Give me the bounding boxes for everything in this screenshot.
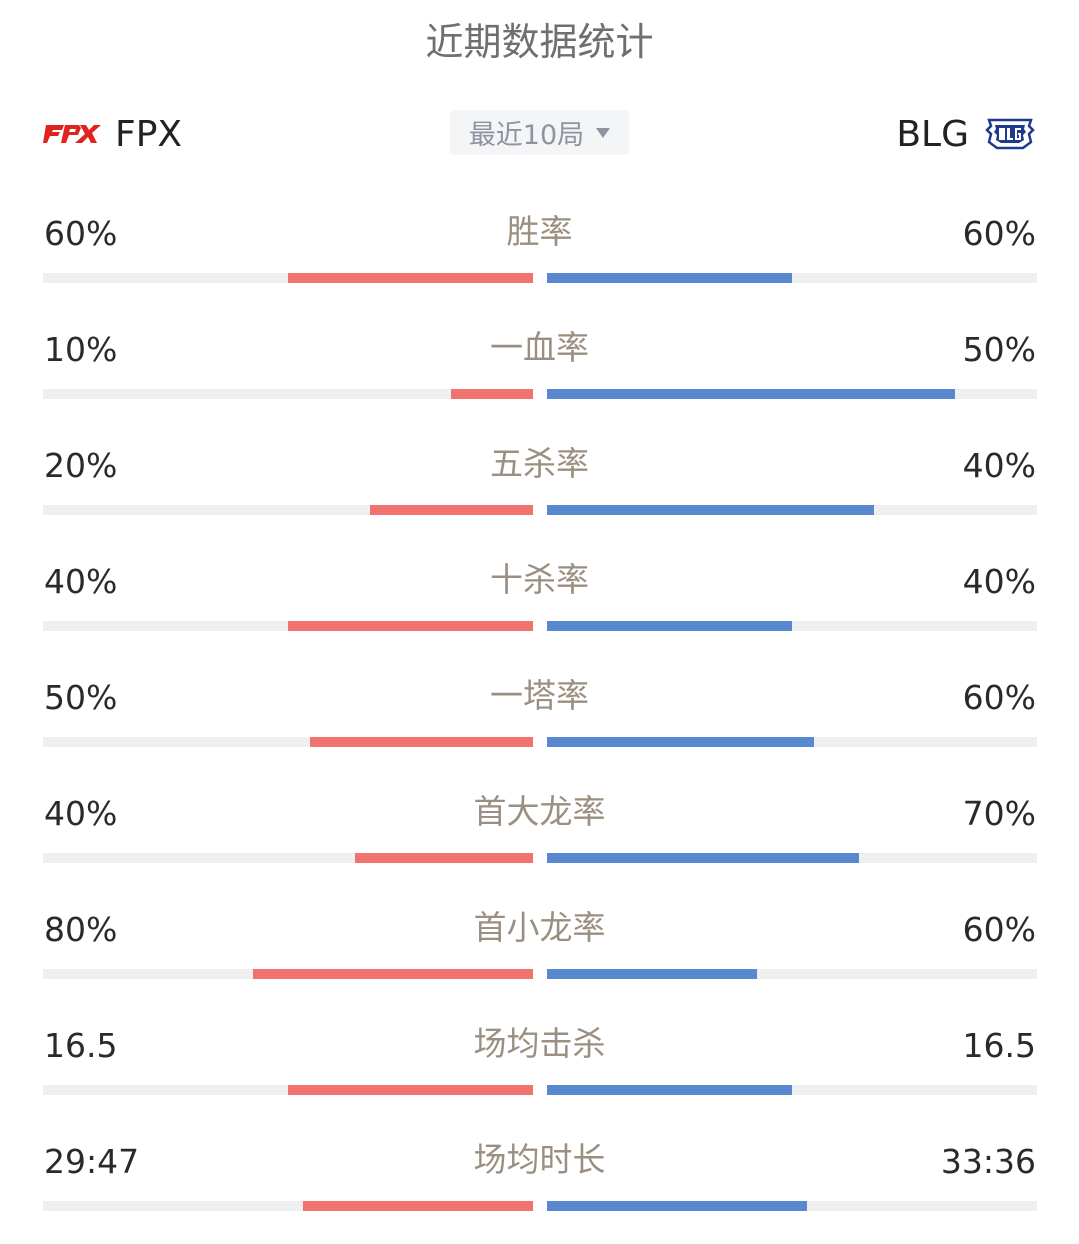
stat-label: 一塔率	[490, 676, 589, 715]
stat-label: 首小龙率	[473, 908, 606, 947]
stat-row: 16.5 场均击杀 16.5	[0, 1012, 1079, 1128]
stat-left-value: 16.5	[44, 1026, 118, 1065]
stat-row: 40% 首大龙率 70%	[0, 780, 1079, 896]
stat-left-value: 40%	[44, 794, 118, 833]
stat-label: 首大龙率	[473, 792, 606, 831]
stat-left-bar	[288, 621, 533, 631]
stat-label: 场均击杀	[473, 1024, 606, 1063]
stat-right-value: 33:36	[940, 1142, 1036, 1181]
team-left: FPX	[43, 108, 182, 160]
stat-right-value: 16.5	[962, 1026, 1036, 1065]
stat-right-value: 70%	[962, 794, 1036, 833]
blg-logo-icon	[985, 116, 1035, 152]
stat-label: 五杀率	[490, 444, 589, 483]
stat-label: 一血率	[490, 328, 589, 367]
stat-right-value: 60%	[962, 910, 1036, 949]
stat-right-track	[547, 1201, 1037, 1211]
caret-down-icon	[596, 127, 611, 138]
stat-left-track	[43, 737, 533, 747]
stat-right-track	[547, 853, 1037, 863]
stat-left-bar	[451, 389, 533, 399]
stat-row: 60% 胜率 60%	[0, 200, 1079, 316]
team-left-name: FPX	[115, 113, 183, 155]
stat-left-value: 40%	[44, 562, 118, 601]
stat-left-track	[43, 969, 533, 979]
stat-left-track	[43, 853, 533, 863]
stat-right-track	[547, 389, 1037, 399]
stat-label: 场均时长	[473, 1140, 606, 1179]
stat-right-value: 60%	[962, 678, 1036, 717]
stat-right-track	[547, 273, 1037, 283]
stat-right-value: 40%	[962, 446, 1036, 485]
stat-row: 50% 一塔率 60%	[0, 664, 1079, 780]
stat-left-value: 60%	[44, 214, 118, 253]
stat-right-bar	[547, 969, 757, 979]
stat-left-track	[43, 1085, 533, 1095]
stat-left-bar	[288, 273, 533, 283]
stat-right-track	[547, 969, 1037, 979]
stat-right-bar	[547, 389, 955, 399]
stat-right-track	[547, 1085, 1037, 1095]
range-dropdown-label: 最近10局	[468, 120, 585, 151]
stat-right-bar	[547, 853, 859, 863]
stat-left-value: 29:47	[44, 1142, 140, 1181]
page-title: 近期数据统计	[425, 20, 654, 64]
stat-row: 20% 五杀率 40%	[0, 432, 1079, 548]
stat-right-bar	[547, 273, 792, 283]
stat-row: 80% 首小龙率 60%	[0, 896, 1079, 1012]
stat-right-track	[547, 505, 1037, 515]
stat-left-track	[43, 505, 533, 515]
team-right: BLG	[896, 108, 1035, 160]
stat-left-value: 50%	[44, 678, 118, 717]
stat-right-track	[547, 621, 1037, 631]
stat-right-bar	[547, 621, 792, 631]
stat-left-track	[43, 389, 533, 399]
stat-right-track	[547, 737, 1037, 747]
stat-right-value: 50%	[962, 330, 1036, 369]
stat-row: 10% 一血率 50%	[0, 316, 1079, 432]
stat-left-bar	[310, 737, 533, 747]
stat-right-bar	[547, 505, 874, 515]
stat-left-track	[43, 273, 533, 283]
stat-left-value: 20%	[44, 446, 118, 485]
stat-left-bar	[303, 1201, 533, 1211]
stat-left-bar	[253, 969, 533, 979]
stat-left-bar	[288, 1085, 533, 1095]
stat-right-bar	[547, 1201, 807, 1211]
stat-right-bar	[547, 737, 814, 747]
stat-left-bar	[355, 853, 533, 863]
stat-left-value: 10%	[44, 330, 118, 369]
stat-left-value: 80%	[44, 910, 118, 949]
stat-left-track	[43, 621, 533, 631]
range-dropdown[interactable]: 最近10局	[450, 110, 629, 155]
stat-label: 胜率	[506, 212, 573, 251]
stat-row: 29:47 场均时长 33:36	[0, 1128, 1079, 1244]
stat-right-value: 60%	[962, 214, 1036, 253]
stat-left-track	[43, 1201, 533, 1211]
fpx-logo-icon	[43, 122, 101, 146]
team-right-name: BLG	[896, 113, 969, 155]
stat-label: 十杀率	[490, 560, 589, 599]
stat-right-value: 40%	[962, 562, 1036, 601]
stat-left-bar	[370, 505, 533, 515]
stat-right-bar	[547, 1085, 792, 1095]
stat-row: 40% 十杀率 40%	[0, 548, 1079, 664]
